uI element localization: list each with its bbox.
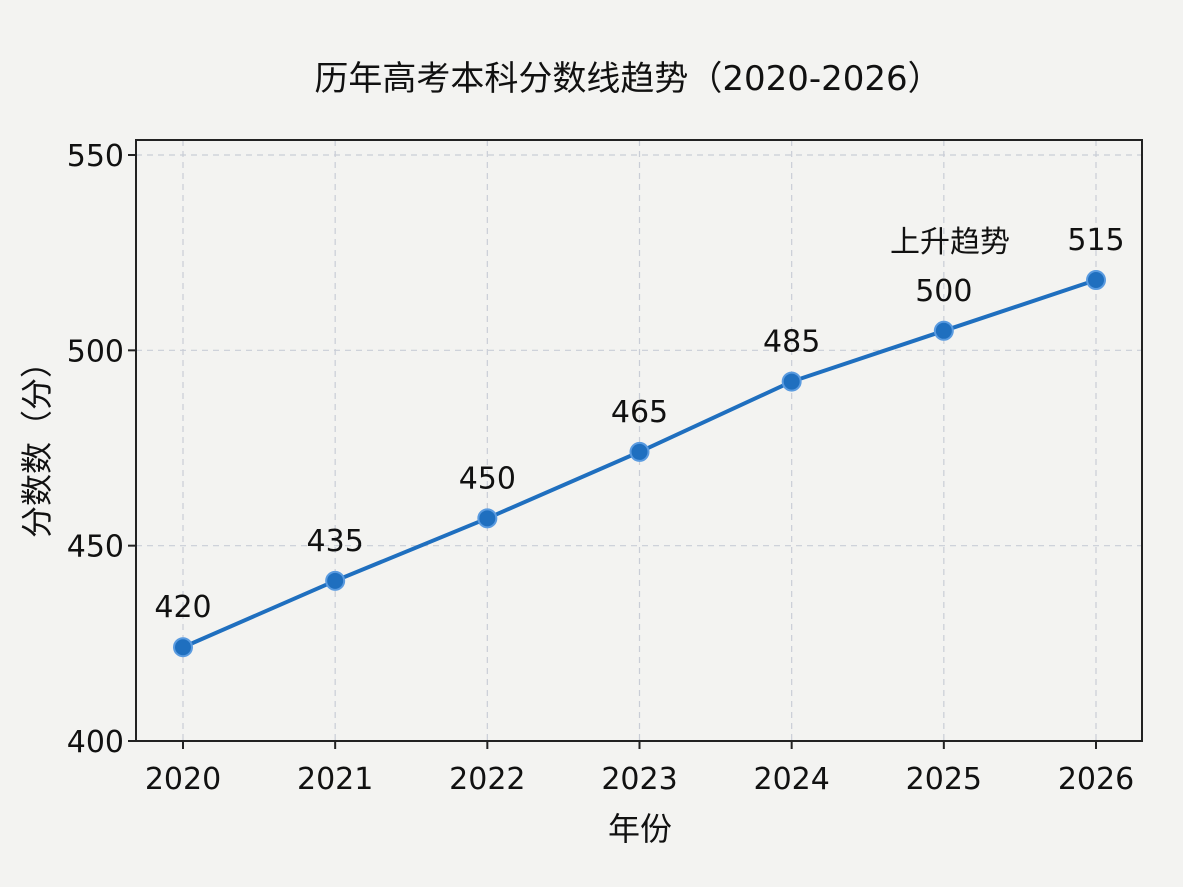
annotation-label: 上升趋势	[890, 225, 1010, 260]
series-layer	[173, 270, 1106, 658]
y-tick-label: 550	[67, 139, 124, 174]
y-tick-label: 500	[67, 334, 124, 369]
data-label: 420	[154, 590, 211, 625]
y-axis-label: 分数数（分）	[18, 346, 56, 538]
y-tick-label: 450	[67, 530, 124, 565]
data-point	[1086, 270, 1106, 291]
x-tick-label: 2020	[145, 762, 221, 797]
data-label: 465	[611, 395, 668, 430]
x-tick-label: 2024	[753, 762, 829, 797]
data-point	[325, 570, 346, 591]
x-tick-label: 2022	[449, 762, 525, 797]
data-label: 515	[1067, 223, 1124, 258]
data-label: 450	[459, 461, 516, 496]
data-labels: 420 435 450 465 485 500 515	[154, 223, 1124, 625]
data-label: 485	[763, 325, 820, 360]
x-axis-label: 年份	[608, 810, 672, 848]
data-label: 500	[915, 274, 972, 309]
data-label: 435	[307, 524, 364, 559]
data-point	[173, 637, 193, 658]
x-tick-label: 2026	[1058, 762, 1134, 797]
axis-ticks: 2020 2021 2022 2023 2024 2025 2026 400 450 500 550	[67, 139, 1134, 797]
chart-title: 历年高考本科分数线趋势（2020-2026）	[314, 59, 941, 99]
grid	[136, 140, 1142, 742]
data-point	[781, 371, 802, 392]
x-tick-label: 2021	[297, 762, 373, 797]
x-tick-label: 2023	[601, 762, 677, 797]
x-tick-label: 2025	[906, 762, 982, 797]
y-tick-label: 400	[67, 725, 124, 760]
data-point	[629, 441, 650, 462]
data-point	[933, 320, 954, 341]
data-point	[477, 508, 498, 529]
